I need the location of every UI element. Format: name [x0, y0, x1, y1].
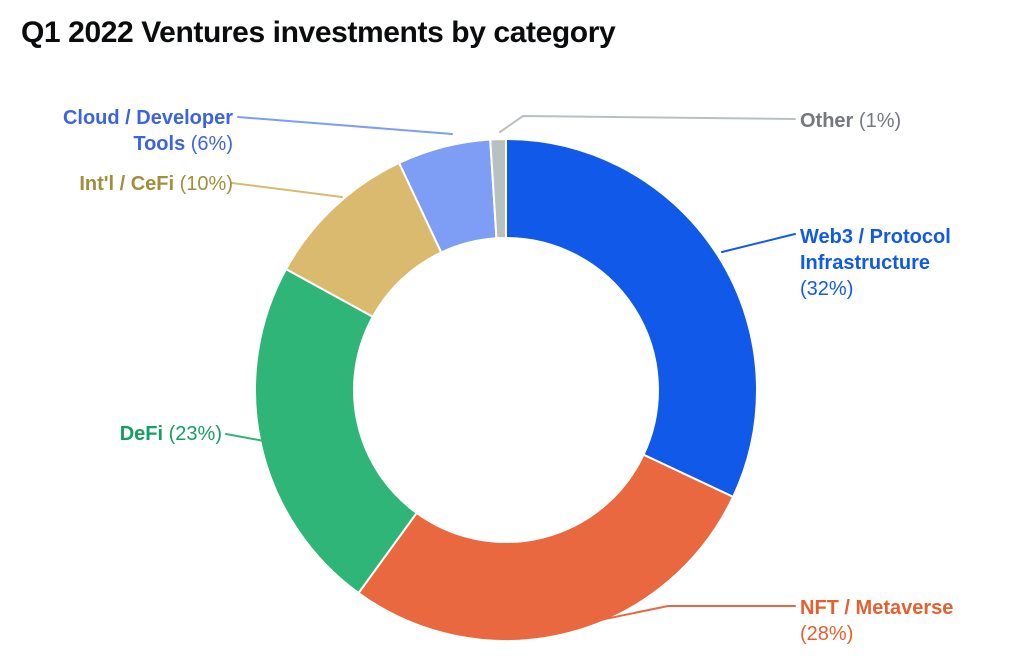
label-intl-cefi-pct: (10%) — [179, 173, 233, 195]
leader-line-web3 — [721, 233, 796, 253]
slice-other — [489, 137, 507, 240]
label-other-pct: (1%) — [858, 110, 902, 132]
label-defi-pct: (23%) — [168, 423, 222, 445]
label-web3-protocol-infrastructure: Web3 / Protocol Infrastructure (32%) — [800, 224, 985, 302]
slice-defi — [254, 267, 419, 595]
leader-line-nft-metaverse — [565, 605, 796, 628]
leader-line-cloud-developer-tools — [237, 116, 453, 135]
label-defi: DeFi (23%) — [28, 421, 222, 447]
label-web3-name: Web3 / Protocol Infrastructure — [800, 226, 951, 274]
slice-web3-protocol-infrastructure — [505, 137, 758, 499]
label-nft-name: NFT / Metaverse — [800, 597, 954, 619]
label-cloud-developer-tools: Cloud / Developer Tools (6%) — [28, 105, 233, 157]
chart-title: Q1 2022 Ventures investments by category — [21, 16, 616, 49]
donut-slices — [254, 137, 758, 642]
label-nft-metaverse: NFT / Metaverse (28%) — [800, 595, 990, 647]
slice-nft-metaverse — [357, 453, 735, 642]
label-web3-pct: (32%) — [800, 278, 854, 300]
leader-line-other — [499, 115, 796, 133]
leader-line-defi — [225, 433, 265, 442]
label-other: Other (1%) — [800, 108, 1000, 134]
label-defi-name: DeFi — [119, 423, 164, 445]
label-cloud-developer-tools-name: Cloud / Developer Tools — [62, 107, 233, 155]
label-intl-cefi-name: Int'l / CeFi — [79, 173, 175, 195]
label-intl-cefi: Int'l / CeFi (10%) — [28, 171, 233, 197]
label-other-name: Other — [800, 110, 854, 132]
leader-line-intl-cefi — [231, 182, 343, 198]
label-nft-pct: (28%) — [800, 623, 854, 645]
label-cloud-developer-tools-pct: (6%) — [190, 133, 233, 155]
